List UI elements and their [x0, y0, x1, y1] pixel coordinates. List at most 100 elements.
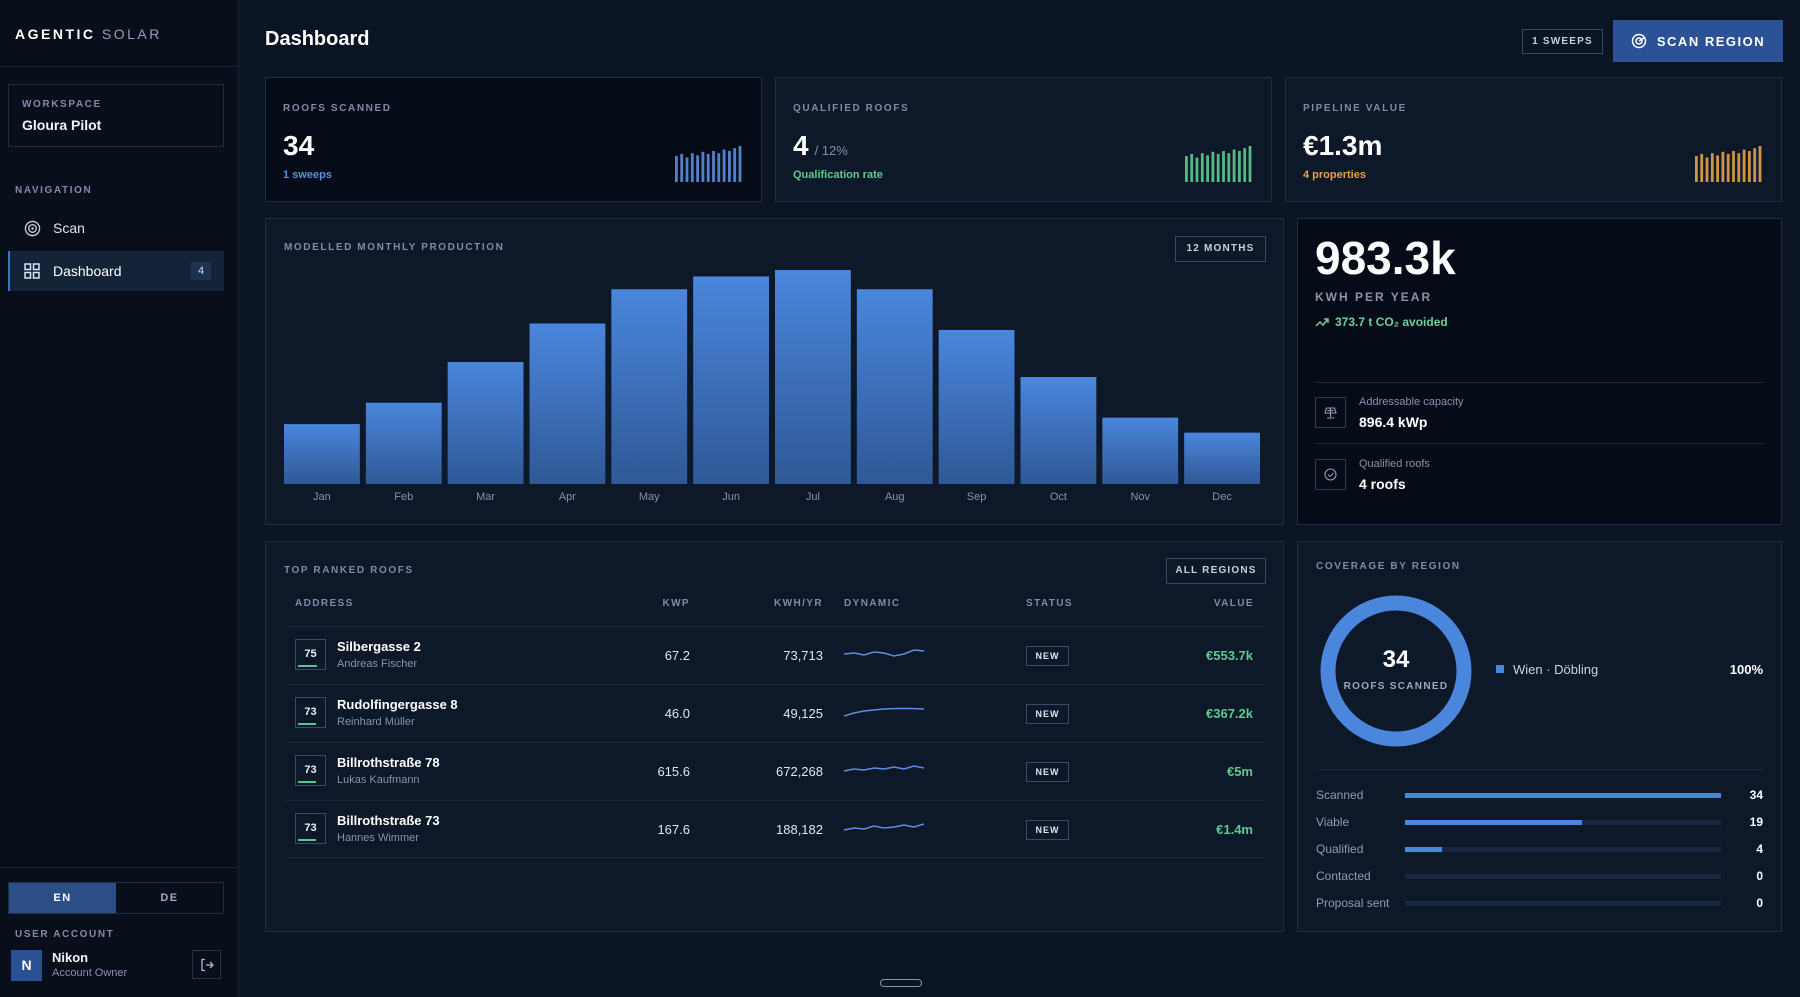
- chart-bar-aug: [856, 289, 933, 484]
- energy-card: 983.3k KWH PER YEAR 373.7 t CO₂ avoided …: [1297, 218, 1782, 525]
- sidebar-item-dashboard[interactable]: Dashboard 4: [8, 251, 224, 291]
- divider: [1315, 769, 1764, 770]
- funnel-label-qualified: Qualified: [1316, 842, 1364, 856]
- kpi-value: 34: [283, 130, 315, 161]
- spark-bar: [685, 157, 689, 182]
- spark-bar: [1721, 151, 1725, 182]
- kpi-label: PIPELINE VALUE: [1303, 103, 1407, 114]
- kpi-label: ROOFS SCANNED: [283, 103, 392, 114]
- x-tick-label: Jan: [313, 491, 331, 503]
- sidebar-item-scan[interactable]: Scan: [8, 208, 224, 248]
- roof-kwp: 67.2: [664, 648, 690, 663]
- spark-bar: [1216, 153, 1220, 182]
- spark-bar: [1248, 146, 1252, 182]
- stat-value: 4 roofs: [1359, 476, 1406, 492]
- roof-value: €553.7k: [1206, 648, 1253, 663]
- spark-bar: [675, 156, 678, 182]
- funnel-value: 4: [1756, 842, 1763, 856]
- column-header-dynamic: DYNAMIC: [844, 598, 901, 609]
- status-badge: NEW: [1026, 820, 1069, 840]
- spark-bar: [701, 151, 705, 182]
- workspace-selector[interactable]: WORKSPACE Gloura Pilot: [8, 84, 224, 147]
- funnel-value: 19: [1749, 815, 1763, 829]
- funnel-fill: [1405, 820, 1582, 825]
- kpi-card-roofs-scanned: ROOFS SCANNED 34 1 sweeps: [265, 77, 762, 202]
- spark-bar: [1200, 153, 1204, 182]
- energy-unit: KWH PER YEAR: [1315, 290, 1433, 304]
- roof-address: Silbergasse 2: [337, 639, 421, 654]
- region-filter-button[interactable]: ALL REGIONS: [1166, 558, 1266, 584]
- score-bar: [298, 723, 317, 725]
- trend-line: [844, 823, 925, 831]
- funnel-value: 0: [1756, 869, 1763, 883]
- navigation-label: NAVIGATION: [15, 185, 93, 196]
- trend-sparkline: [844, 765, 925, 772]
- trend-sparkline: [844, 707, 925, 717]
- chart-bar-jul: [775, 270, 851, 484]
- sidebar-divider: [0, 867, 239, 868]
- user-role: Account Owner: [52, 967, 128, 979]
- kpi-sparkbars: [1185, 146, 1252, 182]
- spark-bar: [1748, 151, 1751, 182]
- table-row[interactable]: 75 Silbergasse 2 Andreas Fischer 67.2 73…: [284, 626, 1264, 684]
- column-header-address: ADDRESS: [295, 598, 354, 609]
- brand-strong: AGENTIC: [15, 26, 96, 42]
- range-selector-button[interactable]: 12 MONTHS: [1175, 236, 1266, 262]
- logout-button[interactable]: [192, 950, 221, 979]
- chart-bar-nov: [1102, 417, 1179, 484]
- roof-value: €5m: [1226, 764, 1253, 779]
- spark-bar: [1695, 156, 1698, 182]
- spark-bar: [1195, 157, 1199, 182]
- status-badge: NEW: [1026, 704, 1069, 724]
- language-en-button[interactable]: EN: [9, 883, 116, 913]
- page-title: Dashboard: [265, 28, 370, 50]
- funnel-label-proposal-sent: Proposal sent: [1316, 896, 1390, 910]
- funnel-track: [1405, 793, 1721, 798]
- roof-address: Billrothstraße 78: [337, 755, 440, 770]
- solar-panel-icon: [1315, 397, 1346, 428]
- legend-swatch: [1496, 665, 1504, 673]
- scan-region-button[interactable]: SCAN REGION: [1613, 20, 1783, 62]
- kpi-sub: Qualification rate: [793, 169, 883, 181]
- x-tick-label: Jul: [805, 491, 820, 503]
- user-account-label: USER ACCOUNT: [15, 929, 115, 940]
- spark-bar: [706, 153, 710, 182]
- spark-bar: [1732, 151, 1735, 182]
- trend-line: [844, 649, 925, 657]
- spark-bar: [1742, 149, 1746, 182]
- x-tick-label: Mar: [476, 491, 496, 503]
- x-tick-label: Sep: [966, 491, 987, 503]
- energy-value: 983.3k: [1315, 232, 1456, 284]
- stat-label: Addressable capacity: [1359, 396, 1464, 408]
- spark-bar: [1716, 155, 1719, 182]
- column-header-value: VALUE: [1213, 598, 1254, 609]
- spark-bar: [1185, 156, 1188, 182]
- x-tick-label: Jun: [722, 491, 740, 503]
- language-de-button[interactable]: DE: [160, 892, 179, 904]
- divider: [1315, 382, 1764, 383]
- table-row[interactable]: 73 Rudolfingergasse 8 Reinhard Müller 46…: [284, 684, 1264, 742]
- home-indicator: [880, 979, 922, 987]
- score-bar: [298, 781, 317, 783]
- production-title: MODELLED MONTHLY PRODUCTION: [284, 242, 505, 253]
- table-row[interactable]: 73 Billrothstraße 73 Hannes Wimmer 167.6…: [284, 800, 1264, 858]
- roof-score: 73: [295, 813, 326, 844]
- spark-bar: [717, 153, 721, 182]
- kpi-sub: 1 sweeps: [283, 169, 332, 181]
- x-tick-label: Apr: [558, 491, 576, 503]
- target-icon: [23, 219, 41, 237]
- roof-address: Billrothstraße 73: [337, 813, 440, 828]
- roof-kwh: 188,182: [776, 822, 823, 837]
- brand-logo: AGENTIC SOLAR: [0, 0, 238, 67]
- funnel-fill: [1405, 793, 1721, 798]
- language-switch: EN DE: [8, 882, 224, 914]
- spark-bar: [1243, 148, 1247, 182]
- roof-address: Rudolfingergasse 8: [337, 697, 458, 712]
- spark-bar: [1700, 153, 1704, 182]
- spark-bar: [722, 149, 726, 182]
- column-header-kwp: KWP: [662, 598, 690, 609]
- spark-bar: [696, 155, 699, 182]
- table-row[interactable]: 73 Billrothstraße 78 Lukas Kaufmann 615.…: [284, 742, 1264, 800]
- roof-kwp: 46.0: [664, 706, 690, 721]
- roof-owner: Lukas Kaufmann: [337, 774, 420, 786]
